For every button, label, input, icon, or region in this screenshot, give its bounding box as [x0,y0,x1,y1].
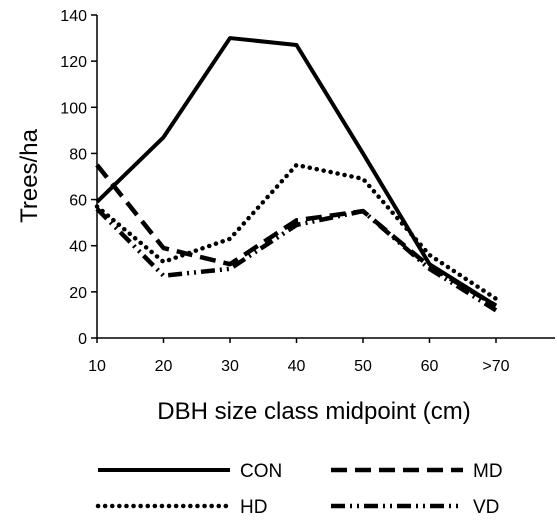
y-tick-label: 60 [69,193,87,210]
x-axis-title: DBH size class midpoint (cm) [157,398,470,425]
y-tick-label: 80 [69,146,87,163]
x-tick-label: 30 [221,358,239,375]
series [94,36,499,313]
y-tick-label: 120 [60,54,87,71]
ticks: 0 20 40 60 80 100 120 140 10 20 30 40 50 60 >70 [60,8,509,375]
y-tick-label: 140 [60,8,87,25]
series-line-con [95,36,498,308]
x-tick-label: 50 [354,358,372,375]
legend-label-hd: HD [240,497,267,518]
y-tick-label: 0 [78,331,87,348]
y-tick-label: 40 [69,239,87,256]
x-tick-label: 40 [288,358,306,375]
series-line-hd [94,162,499,302]
y-tick-label: 20 [69,285,87,302]
series-line-vd [95,207,498,313]
legend-label-con: CON [240,461,282,482]
legend-label-md: MD [473,461,503,482]
y-axis-title: Trees/ha [16,128,43,222]
series-line-md [95,163,498,308]
x-tick-label: 10 [88,358,106,375]
legend-label-vd: VD [473,497,499,518]
legend: CON MD HD VD [95,461,503,518]
x-tick-label: >70 [482,358,509,375]
y-tick-label: 100 [60,100,87,117]
x-tick-label: 20 [155,358,173,375]
x-tick-label: 60 [421,358,439,375]
axes [96,15,555,339]
